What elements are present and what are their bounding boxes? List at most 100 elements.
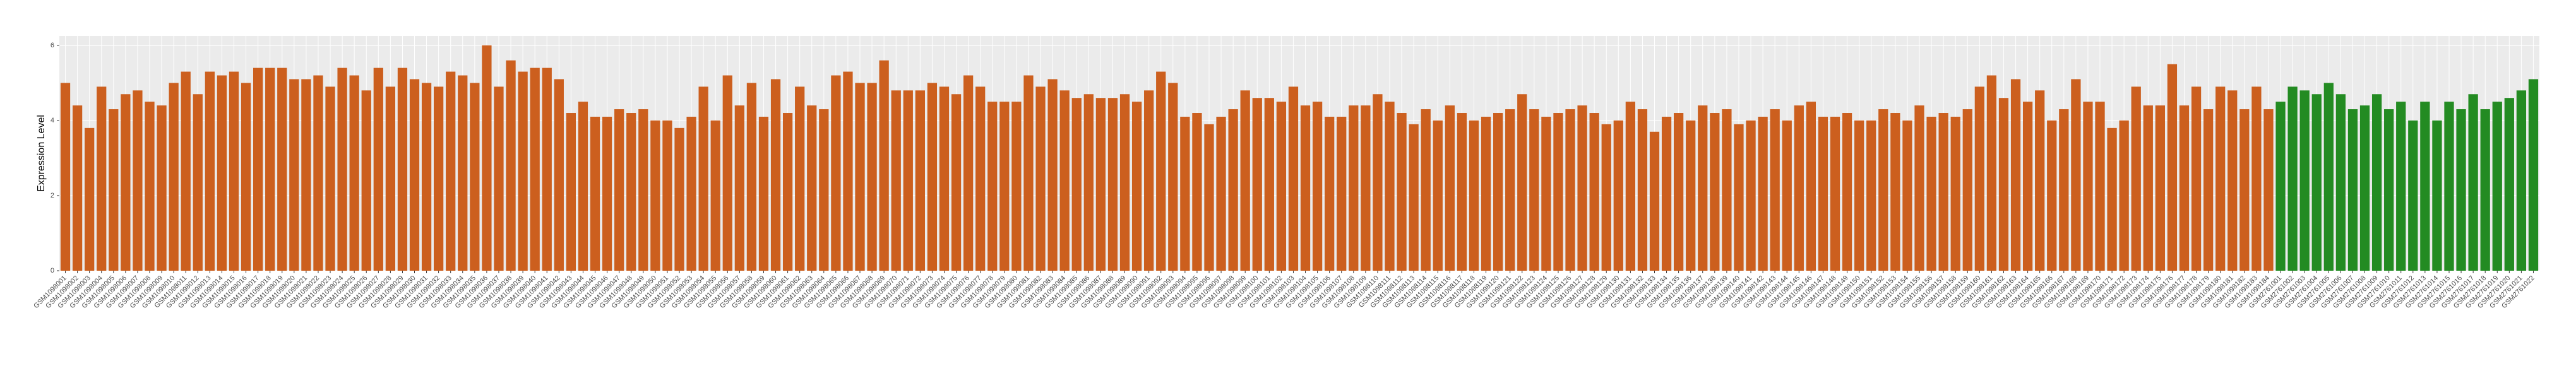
bar: [2047, 120, 2057, 271]
bar: [1698, 105, 1708, 271]
bar: [1433, 120, 1443, 271]
bar: [1529, 109, 1539, 271]
bar: [1674, 113, 1684, 271]
bar: [1312, 102, 1323, 271]
bar: [397, 68, 408, 271]
bar: [2083, 102, 2093, 271]
bar: [1517, 94, 1527, 271]
bar: [1902, 120, 1912, 271]
bar: [1059, 90, 1070, 271]
bar: [2143, 105, 2153, 271]
bar: [686, 116, 696, 271]
bar: [2396, 102, 2406, 271]
bar: [2035, 90, 2045, 271]
bar: [1131, 102, 1142, 271]
bar: [2359, 105, 2370, 271]
bar: [1192, 113, 1202, 271]
bar: [1806, 102, 1816, 271]
bar: [1782, 120, 1792, 271]
bar: [2456, 109, 2466, 271]
bar: [470, 83, 480, 271]
bar: [421, 83, 432, 271]
bar: [506, 60, 516, 271]
bar: [1926, 116, 1936, 271]
bar: [1144, 90, 1154, 271]
bar: [385, 86, 395, 271]
bar: [1481, 116, 1491, 271]
bar: [1445, 105, 1455, 271]
bar: [891, 90, 901, 271]
bar: [746, 83, 757, 271]
y-tick-label: 6: [51, 42, 54, 49]
bar: [2492, 102, 2502, 271]
bar: [819, 109, 829, 271]
bar: [1385, 102, 1395, 271]
bar: [1204, 124, 1214, 271]
bar: [855, 83, 865, 271]
bar: [277, 68, 287, 271]
bar: [2480, 109, 2490, 271]
bar: [446, 71, 456, 271]
bar: [1168, 83, 1178, 271]
bar: [2311, 94, 2322, 271]
bar: [1734, 124, 1744, 271]
bar: [2287, 86, 2298, 271]
bar: [241, 83, 251, 271]
bar: [1986, 75, 1997, 271]
bar: [1180, 116, 1190, 271]
bar: [698, 86, 708, 271]
bar: [722, 75, 732, 271]
bar: [2516, 90, 2527, 271]
y-tick-label: 4: [51, 117, 54, 124]
bar: [1409, 124, 1419, 271]
bar: [97, 86, 107, 271]
bar: [1637, 109, 1648, 271]
bar: [1914, 105, 1924, 271]
bar: [1337, 116, 1347, 271]
bar: [1107, 98, 1118, 271]
bar: [217, 75, 227, 271]
bar: [409, 79, 420, 271]
bar: [253, 68, 263, 271]
bar: [482, 45, 492, 271]
bar: [1325, 116, 1335, 271]
bar: [2107, 127, 2117, 271]
bar: [2444, 102, 2454, 271]
bar: [2420, 102, 2430, 271]
bar: [795, 86, 805, 271]
bar: [2468, 94, 2478, 271]
bar: [843, 71, 853, 271]
bar: [2384, 109, 2394, 271]
bar: [1216, 116, 1226, 271]
bar: [2227, 90, 2238, 271]
bar: [879, 60, 889, 271]
bar: [939, 86, 950, 271]
y-axis-label: Expression Level: [36, 115, 47, 192]
bar: [554, 79, 564, 271]
bar: [2299, 90, 2310, 271]
bar: [205, 71, 215, 271]
bar: [1505, 109, 1515, 271]
bar: [2371, 94, 2382, 271]
bar: [1794, 105, 1804, 271]
bar: [1565, 109, 1575, 271]
bar: [60, 83, 71, 271]
bar: [2347, 109, 2358, 271]
bar: [638, 109, 648, 271]
bar: [1974, 86, 1984, 271]
bar: [963, 75, 974, 271]
bar: [2131, 86, 2141, 271]
bar: [1613, 120, 1623, 271]
bar: [121, 94, 131, 271]
bar: [2215, 86, 2226, 271]
bar: [337, 68, 347, 271]
bar: [1156, 71, 1166, 271]
bar: [590, 116, 600, 271]
bar: [1288, 86, 1299, 271]
bar: [903, 90, 913, 271]
bar: [662, 120, 672, 271]
bar: [2275, 102, 2286, 271]
bar: [1998, 98, 2009, 271]
bar: [434, 86, 444, 271]
bar: [2191, 86, 2202, 271]
